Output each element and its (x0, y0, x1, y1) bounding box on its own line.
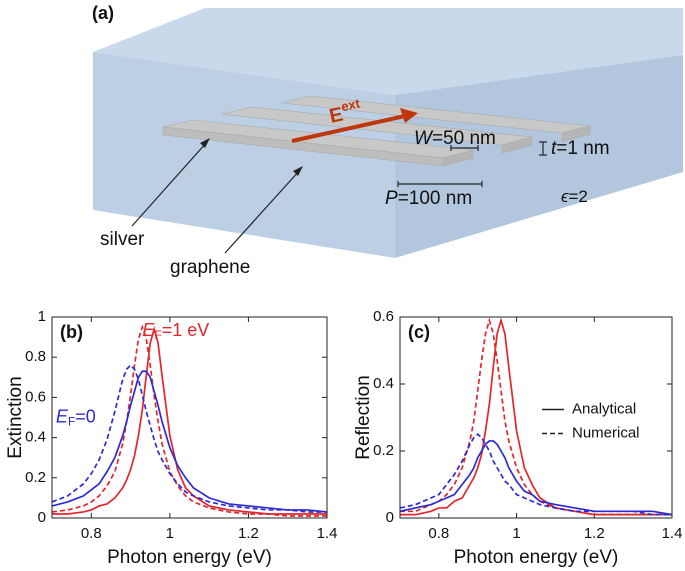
series-line (400, 317, 672, 516)
panel-label: (c) (408, 322, 430, 342)
pointer-head (200, 138, 210, 148)
x-tick-label: 0.8 (428, 525, 449, 542)
silver-label: silver (100, 229, 145, 250)
period-text: =100 nm (398, 188, 472, 209)
annotation-symbol: E (142, 320, 155, 340)
permittivity-text: =2 (569, 187, 588, 206)
y-axis-label: Extinction (5, 376, 26, 458)
y-tick-label: 0.4 (25, 429, 46, 446)
x-tick-label: 1 (166, 525, 174, 542)
period-symbol: P (385, 188, 398, 209)
graphene-label: graphene (170, 257, 250, 278)
pointer-head (293, 166, 303, 176)
annotation: EF=1 eV (142, 320, 209, 342)
width-symbol: W (414, 128, 434, 149)
plot-lines (400, 317, 672, 516)
series-line (52, 325, 327, 515)
slabs (162, 95, 591, 167)
y-tick-label: 1 (38, 308, 46, 325)
permittivity-label: ϵ=2 (561, 187, 588, 206)
period-label: P=100 nm (385, 188, 472, 209)
pointer-line (131, 141, 208, 227)
legend-label: Analytical (572, 400, 636, 417)
y-tick-label: 0.2 (25, 469, 46, 486)
diagram: (a) Eext W=50 nm t=1 nm P=100 nm ϵ=2 sil… (92, 3, 683, 278)
chart: 0 0.2 0.4 0.6 0.8 1 0.8 1 1.2 1.4 Photon energy (e… (5, 308, 337, 568)
annotation-subscript: F (68, 415, 75, 429)
annotation-subscript: F (154, 328, 161, 342)
series-line (400, 433, 672, 516)
x-axis-label: Photon energy (eV) (107, 547, 272, 568)
box-side (395, 55, 683, 258)
x-tick-label: 1.2 (238, 525, 259, 542)
series-line (52, 370, 327, 513)
y-tick-label: 0.8 (25, 348, 46, 365)
width-label: W=50 nm (414, 128, 496, 149)
field-label: Eext (327, 96, 364, 128)
y-tick-label: 0 (38, 509, 46, 526)
x-tick-label: 1.4 (317, 525, 338, 542)
x-tick-label: 0.8 (81, 525, 102, 542)
pointer-line (224, 169, 301, 254)
thickness-text: =1 nm (556, 138, 609, 159)
series-line (52, 324, 327, 517)
series-line (400, 440, 672, 516)
plot-frame (51, 316, 328, 519)
slab-front (162, 126, 444, 167)
series-line (400, 317, 672, 516)
box-top (93, 8, 683, 95)
annotation-text: =0 (75, 406, 96, 426)
panel-label: (a) (92, 3, 114, 23)
permittivity-symbol: ϵ (561, 187, 569, 206)
legend-label: Numerical (572, 424, 640, 441)
y-tick-label: 0.6 (25, 388, 46, 405)
x-tick-label: 1.2 (584, 525, 605, 542)
field-arrow (291, 114, 406, 143)
y-tick-label: 0.2 (373, 442, 394, 459)
annotation-symbol: E (56, 406, 69, 426)
thickness-label: t=1 nm (551, 138, 610, 159)
annotation-text: =1 eV (162, 320, 210, 340)
y-tick-label: 0 (386, 509, 394, 526)
field-superscript: ext (340, 96, 362, 115)
chart: 0 0.2 0.4 0.6 0.8 1 1.2 1.4 Photon energy (eV) Re… (353, 308, 682, 568)
slab-side (561, 125, 591, 143)
y-tick-label: 0.6 (373, 308, 394, 325)
y-axis-label: Reflection (353, 375, 374, 460)
annotation: EF=0 (56, 406, 96, 428)
x-tick-label: 1.4 (662, 525, 683, 542)
thickness-symbol: t (551, 138, 557, 159)
arrowhead (400, 108, 418, 123)
plot-frame (399, 316, 673, 519)
width-text: =50 nm (432, 128, 496, 149)
x-tick-label: 1 (512, 525, 520, 542)
slab-side (501, 136, 533, 154)
field-symbol: E (328, 104, 346, 128)
plot-lines (52, 324, 327, 517)
series-line (52, 364, 327, 513)
panel-label: (b) (60, 322, 83, 342)
y-tick-label: 0.4 (373, 375, 394, 392)
dimension-marks (131, 141, 547, 254)
x-axis-label: Photon energy (eV) (454, 547, 619, 568)
